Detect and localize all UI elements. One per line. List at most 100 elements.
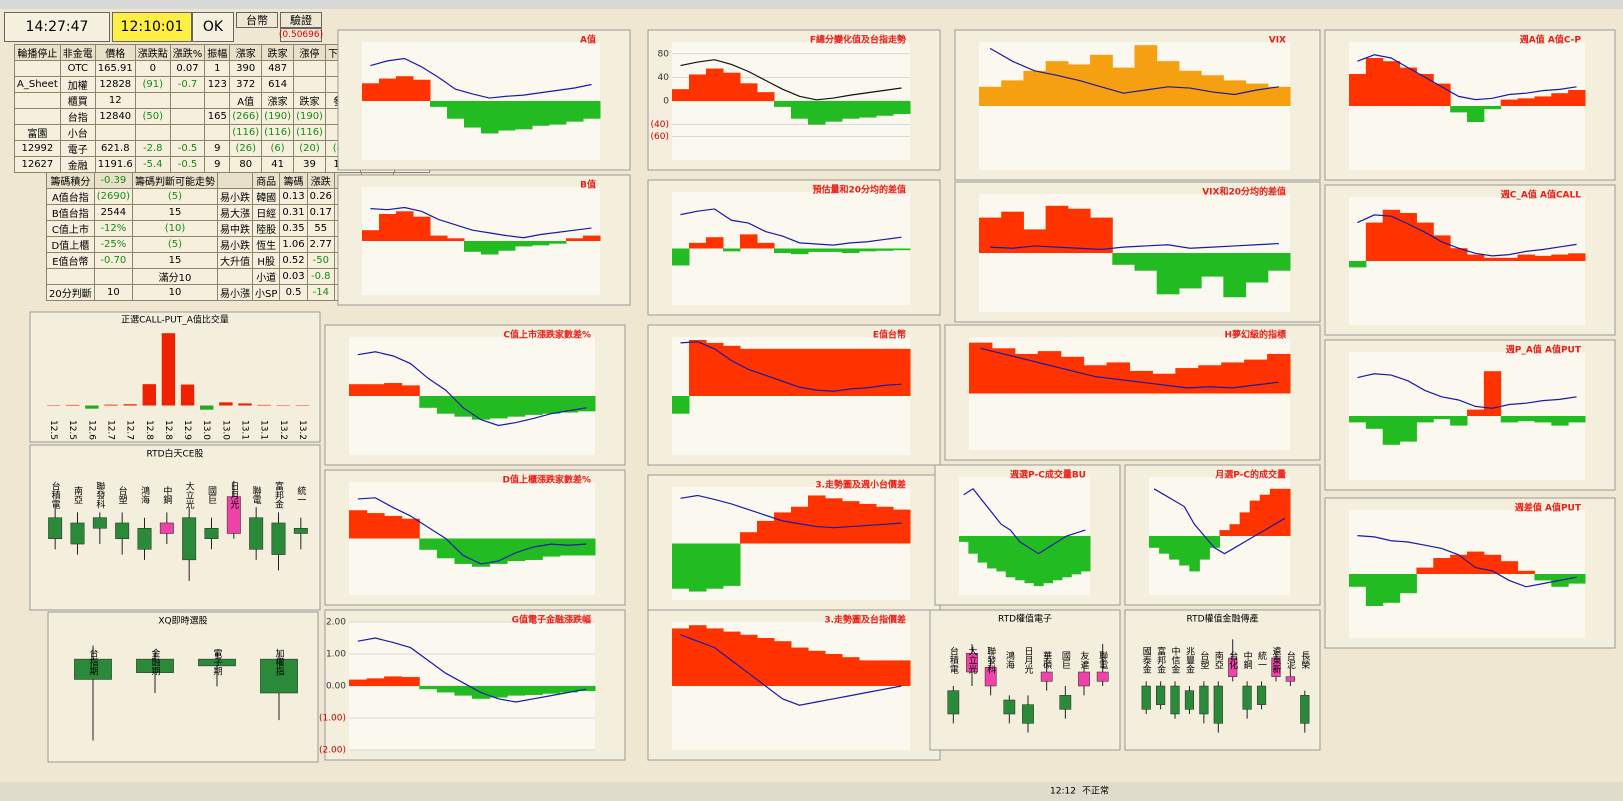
cell: 39 — [293, 156, 326, 173]
panel-title: 週A值 A值C-P — [1520, 34, 1582, 46]
cell: -0.5 — [169, 156, 206, 173]
area-bar — [1365, 222, 1384, 261]
cell — [324, 60, 361, 77]
area-bar — [706, 68, 724, 101]
area-bar — [723, 248, 741, 252]
candle-label: 中信金 — [1170, 645, 1181, 673]
area-bar — [559, 686, 578, 693]
x-tick-label: 13.1 — [259, 420, 269, 440]
area-bar — [1152, 373, 1176, 394]
plot-area — [672, 42, 910, 160]
table-row: 12627 金融 1191.6 -5.4 -0.5 9 80 41 39 183 0.28 — [14, 156, 430, 173]
area-bar — [791, 506, 809, 544]
panel-title: 週P_A值 A值PUT — [1506, 344, 1582, 356]
cell — [14, 60, 61, 77]
cell — [324, 108, 361, 125]
cell: (10) — [132, 220, 218, 237]
area-bar — [507, 396, 526, 417]
cell: -0.8 — [306, 268, 335, 285]
candle-body — [74, 658, 112, 680]
table-row: B值台指 2544 15 易大漲 日經 0.31 0.17 0.84 N225 — [46, 204, 395, 221]
candle-label: 日月光 — [228, 481, 239, 509]
area-bar — [672, 396, 690, 414]
area-bar — [1067, 208, 1091, 253]
candle-body — [260, 658, 298, 694]
area-bar — [1483, 106, 1502, 110]
candle-body — [966, 653, 978, 673]
candle-label: 統一 — [1256, 650, 1267, 669]
area-bar — [401, 518, 420, 539]
candle-label: 國巨 — [1060, 651, 1071, 669]
area-bar — [1129, 370, 1153, 394]
cell: 15 — [132, 252, 218, 269]
panel-title: 週選P-C成交量BU — [1010, 469, 1086, 481]
panel-title: 週C_A值 A值CALL — [1501, 189, 1581, 201]
area-bar — [532, 241, 550, 246]
currency[interactable]: 台幣 — [236, 12, 278, 28]
area-bar — [740, 348, 758, 396]
candle-body — [204, 527, 219, 540]
candle-body — [115, 522, 130, 540]
y-tick-label: 1.00 — [326, 650, 346, 660]
area-bar — [774, 641, 792, 686]
area-bar — [419, 396, 438, 408]
area-bar — [1201, 253, 1224, 277]
area-bar — [740, 83, 758, 101]
area-bar — [1245, 253, 1269, 283]
cell: 0.35 — [279, 220, 308, 237]
area-bar — [774, 348, 792, 396]
panel — [1324, 29, 1616, 181]
cell: (26) — [229, 140, 263, 157]
area-bar — [1500, 257, 1519, 261]
area-bar — [842, 348, 860, 396]
cell: 小台 — [59, 124, 96, 141]
bar — [238, 403, 252, 406]
area-bar — [489, 396, 508, 419]
panel-title: 預估量和20分均的差值 — [812, 184, 906, 196]
cell: 1.12 — [333, 188, 363, 205]
area-bar — [825, 101, 843, 122]
candle-label: 富邦金 — [273, 480, 284, 508]
cell: 55 — [306, 220, 335, 237]
cell: (2690) — [93, 188, 134, 205]
candle-label: 台化 — [1227, 650, 1238, 670]
cell: 1191.6 — [94, 156, 136, 173]
cell: 123 — [204, 76, 231, 93]
candle-body — [271, 522, 286, 555]
area-bar — [791, 647, 809, 686]
area-bar — [396, 211, 414, 241]
area-bar — [987, 536, 997, 569]
cell — [169, 108, 206, 125]
area-bar — [1178, 70, 1202, 106]
x-tick-label: 13.0 — [201, 420, 211, 440]
cell — [394, 108, 430, 125]
area-bar — [1433, 235, 1451, 261]
cell: 滿分10 — [132, 268, 218, 285]
area-bar — [774, 512, 792, 544]
panel — [929, 609, 1121, 751]
x-tick-label: 12.9 — [182, 420, 192, 440]
cell: 籌碼積分 — [46, 172, 95, 189]
cell: -5.4 — [134, 156, 171, 173]
area-bar — [1349, 416, 1367, 423]
cell: 漲停 — [293, 44, 326, 61]
area-bar — [413, 216, 431, 241]
status[interactable]: OK — [192, 12, 234, 42]
area-bar — [1244, 359, 1268, 394]
line — [1153, 488, 1286, 555]
check[interactable]: 驗證 — [280, 12, 322, 28]
area-bar — [566, 238, 584, 241]
area-bar — [1201, 75, 1224, 106]
area-bar — [1090, 217, 1113, 253]
cell — [94, 124, 136, 141]
line — [680, 494, 902, 529]
area-bar — [1399, 67, 1417, 106]
candle-body — [1184, 690, 1195, 710]
candle-body — [92, 517, 107, 529]
plot-area — [979, 42, 1290, 170]
cell: 小道 — [251, 268, 281, 285]
area-bar — [419, 538, 438, 550]
area-bar — [366, 384, 385, 396]
candle-label: 國泰金 — [1141, 646, 1152, 673]
cell: 商品 — [251, 172, 281, 189]
